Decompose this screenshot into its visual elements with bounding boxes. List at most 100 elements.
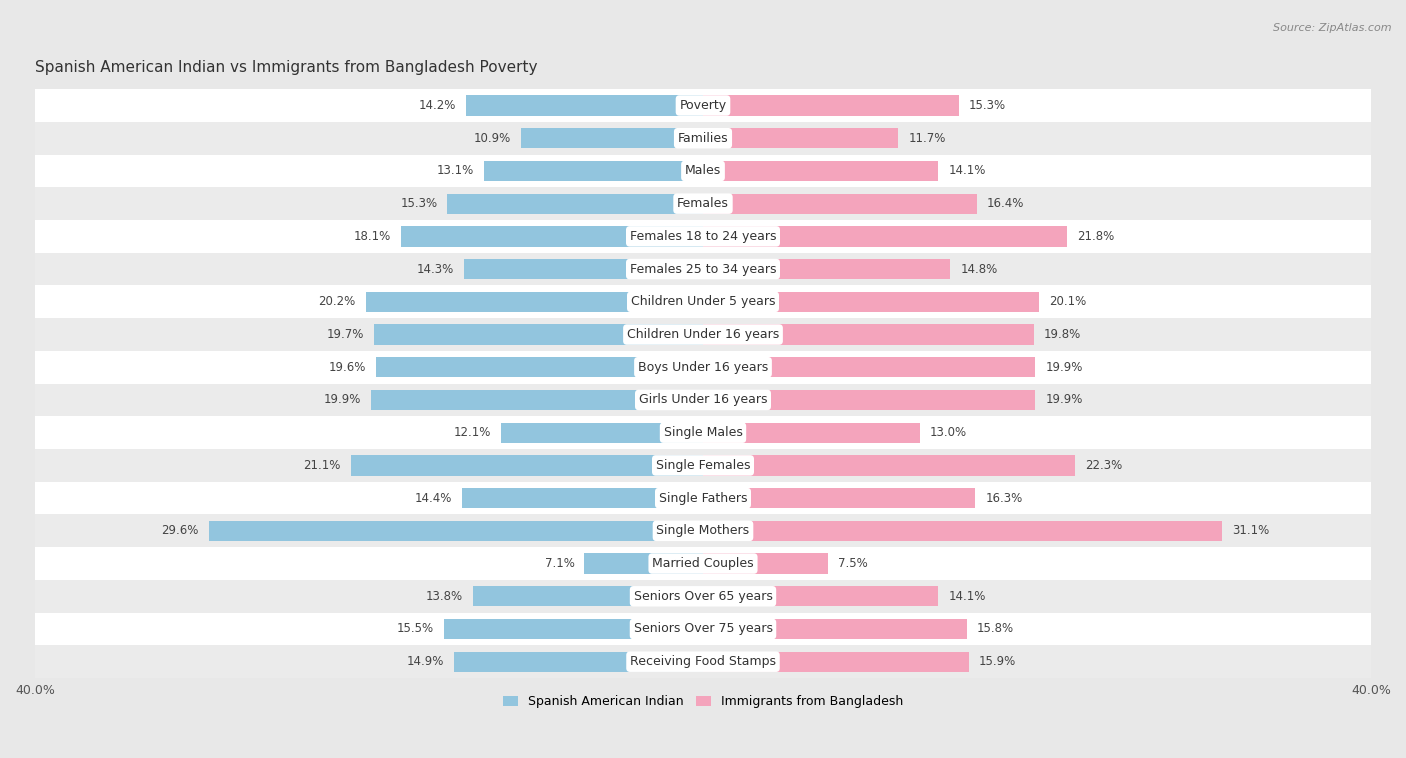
Text: Single Females: Single Females bbox=[655, 459, 751, 472]
Text: 19.8%: 19.8% bbox=[1043, 328, 1081, 341]
Text: Single Mothers: Single Mothers bbox=[657, 525, 749, 537]
Text: Families: Families bbox=[678, 132, 728, 145]
Bar bbox=[703, 161, 938, 181]
Bar bbox=[501, 422, 703, 443]
Bar bbox=[366, 292, 703, 312]
Text: 10.9%: 10.9% bbox=[474, 132, 510, 145]
Text: 16.4%: 16.4% bbox=[987, 197, 1025, 210]
Text: Poverty: Poverty bbox=[679, 99, 727, 112]
Text: Girls Under 16 years: Girls Under 16 years bbox=[638, 393, 768, 406]
Bar bbox=[703, 292, 1039, 312]
Text: 11.7%: 11.7% bbox=[908, 132, 946, 145]
Text: 14.8%: 14.8% bbox=[960, 262, 997, 276]
Text: 16.3%: 16.3% bbox=[986, 492, 1022, 505]
Bar bbox=[703, 96, 959, 116]
Bar bbox=[35, 286, 1371, 318]
Text: 21.1%: 21.1% bbox=[304, 459, 340, 472]
Bar bbox=[703, 226, 1067, 246]
Bar bbox=[35, 187, 1371, 220]
Bar bbox=[703, 357, 1035, 377]
Text: 14.1%: 14.1% bbox=[949, 164, 986, 177]
Bar bbox=[401, 226, 703, 246]
Text: 15.5%: 15.5% bbox=[396, 622, 434, 635]
Text: 19.9%: 19.9% bbox=[323, 393, 360, 406]
Bar bbox=[703, 619, 967, 639]
Text: Source: ZipAtlas.com: Source: ZipAtlas.com bbox=[1274, 23, 1392, 33]
Bar bbox=[371, 390, 703, 410]
Text: 15.3%: 15.3% bbox=[401, 197, 437, 210]
Text: Children Under 5 years: Children Under 5 years bbox=[631, 296, 775, 309]
Bar bbox=[472, 586, 703, 606]
Text: 14.9%: 14.9% bbox=[406, 655, 444, 669]
Text: 21.8%: 21.8% bbox=[1077, 230, 1115, 243]
Text: 14.3%: 14.3% bbox=[418, 262, 454, 276]
Bar bbox=[35, 384, 1371, 416]
Text: Males: Males bbox=[685, 164, 721, 177]
Bar bbox=[35, 612, 1371, 645]
Text: 12.1%: 12.1% bbox=[454, 426, 491, 439]
Text: Spanish American Indian vs Immigrants from Bangladesh Poverty: Spanish American Indian vs Immigrants fr… bbox=[35, 61, 537, 76]
Bar bbox=[703, 128, 898, 149]
Bar bbox=[522, 128, 703, 149]
Bar bbox=[208, 521, 703, 541]
Text: Receiving Food Stamps: Receiving Food Stamps bbox=[630, 655, 776, 669]
Text: 19.6%: 19.6% bbox=[328, 361, 366, 374]
Text: 18.1%: 18.1% bbox=[353, 230, 391, 243]
Text: 15.3%: 15.3% bbox=[969, 99, 1005, 112]
Text: 13.0%: 13.0% bbox=[931, 426, 967, 439]
Bar bbox=[703, 324, 1033, 345]
Bar bbox=[35, 318, 1371, 351]
Bar bbox=[35, 122, 1371, 155]
Text: 22.3%: 22.3% bbox=[1085, 459, 1123, 472]
Bar bbox=[35, 547, 1371, 580]
Bar bbox=[35, 580, 1371, 612]
Text: 13.8%: 13.8% bbox=[426, 590, 463, 603]
Bar bbox=[703, 521, 1222, 541]
Bar bbox=[35, 252, 1371, 286]
Text: Females 18 to 24 years: Females 18 to 24 years bbox=[630, 230, 776, 243]
Text: 7.5%: 7.5% bbox=[838, 557, 868, 570]
Bar bbox=[703, 488, 976, 509]
Bar bbox=[703, 193, 977, 214]
Bar bbox=[703, 422, 920, 443]
Bar bbox=[464, 259, 703, 279]
Bar bbox=[703, 553, 828, 574]
Text: 14.2%: 14.2% bbox=[419, 99, 456, 112]
Bar bbox=[35, 351, 1371, 384]
Text: Married Couples: Married Couples bbox=[652, 557, 754, 570]
Text: 29.6%: 29.6% bbox=[162, 525, 198, 537]
Bar bbox=[703, 652, 969, 672]
Text: 15.9%: 15.9% bbox=[979, 655, 1015, 669]
Text: 20.2%: 20.2% bbox=[318, 296, 356, 309]
Bar bbox=[35, 482, 1371, 515]
Bar bbox=[444, 619, 703, 639]
Bar bbox=[484, 161, 703, 181]
Text: Females 25 to 34 years: Females 25 to 34 years bbox=[630, 262, 776, 276]
Text: 14.4%: 14.4% bbox=[415, 492, 453, 505]
Text: 31.1%: 31.1% bbox=[1233, 525, 1270, 537]
Bar bbox=[35, 416, 1371, 449]
Bar bbox=[585, 553, 703, 574]
Text: 14.1%: 14.1% bbox=[949, 590, 986, 603]
Text: Boys Under 16 years: Boys Under 16 years bbox=[638, 361, 768, 374]
Bar bbox=[465, 96, 703, 116]
Bar bbox=[454, 652, 703, 672]
Bar bbox=[350, 456, 703, 475]
Bar bbox=[35, 89, 1371, 122]
Text: 15.8%: 15.8% bbox=[977, 622, 1014, 635]
Text: Children Under 16 years: Children Under 16 years bbox=[627, 328, 779, 341]
Bar bbox=[35, 220, 1371, 252]
Text: 19.7%: 19.7% bbox=[326, 328, 364, 341]
Text: Females: Females bbox=[678, 197, 728, 210]
Bar bbox=[703, 586, 938, 606]
Text: Seniors Over 65 years: Seniors Over 65 years bbox=[634, 590, 772, 603]
Legend: Spanish American Indian, Immigrants from Bangladesh: Spanish American Indian, Immigrants from… bbox=[498, 690, 908, 713]
Bar bbox=[703, 456, 1076, 475]
Bar bbox=[375, 357, 703, 377]
Bar bbox=[35, 155, 1371, 187]
Text: 19.9%: 19.9% bbox=[1046, 393, 1083, 406]
Text: 7.1%: 7.1% bbox=[544, 557, 575, 570]
Bar bbox=[374, 324, 703, 345]
Text: Single Males: Single Males bbox=[664, 426, 742, 439]
Text: Seniors Over 75 years: Seniors Over 75 years bbox=[634, 622, 772, 635]
